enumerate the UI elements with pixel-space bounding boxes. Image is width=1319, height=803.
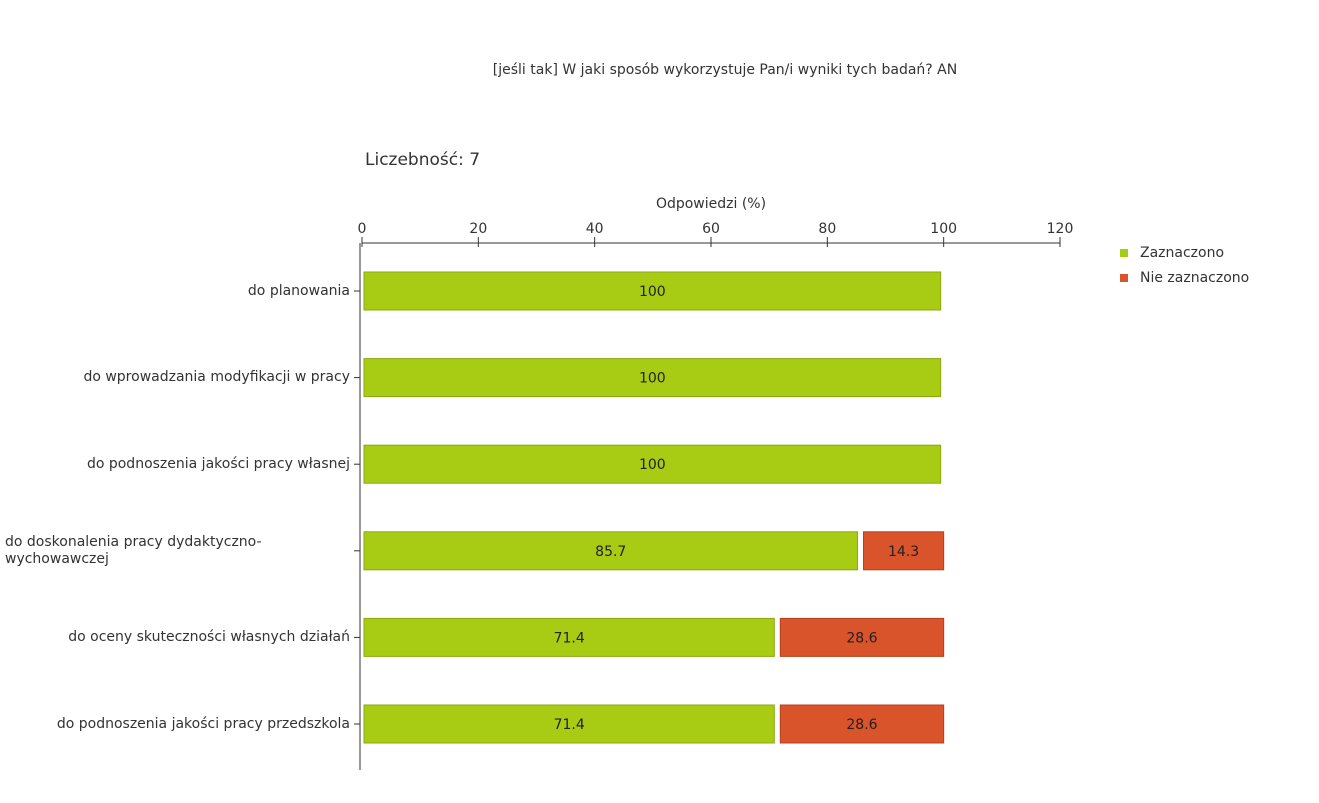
bar-label: 71.4 xyxy=(554,630,585,646)
bar xyxy=(363,617,775,657)
bar-label: 71.4 xyxy=(554,717,585,733)
bar-label: 28.6 xyxy=(846,717,877,733)
y-tick-label: do planowania xyxy=(5,261,350,321)
y-tick-text: do wprowadzania modyfikacji w pracy xyxy=(83,369,350,386)
y-tick-text: do podnoszenia jakości pracy własnej xyxy=(86,455,350,472)
y-tick-label: do podnoszenia jakości pracy własnej xyxy=(5,434,350,494)
bar xyxy=(779,617,945,657)
bar xyxy=(363,271,942,311)
bar xyxy=(779,704,945,744)
y-tick-label: do doskonalenia pracy dydaktyczno-wychow… xyxy=(5,521,350,581)
bar-label: 100 xyxy=(639,284,666,300)
x-tick-label: 40 xyxy=(586,221,604,237)
chart-title: [jeśli tak] W jaki sposób wykorzystuje P… xyxy=(493,62,957,78)
bar xyxy=(862,531,945,571)
x-tick-label: 80 xyxy=(818,221,836,237)
legend-label: Nie zaznaczono xyxy=(1140,270,1249,286)
legend-swatch xyxy=(1120,274,1128,282)
chart-subtitle: Liczebność: 7 xyxy=(365,150,480,170)
y-tick-text: do oceny skuteczności własnych działań xyxy=(68,628,350,645)
bar-label: 85.7 xyxy=(595,544,626,560)
bar xyxy=(363,704,775,744)
bar xyxy=(363,531,858,571)
y-tick-text: do podnoszenia jakości pracy przedszkola xyxy=(56,715,350,732)
bar-label: 28.6 xyxy=(846,630,877,646)
x-tick-label: 0 xyxy=(358,221,367,237)
y-tick-text: do doskonalenia pracy dydaktyczno-wychow… xyxy=(5,533,262,567)
y-tick-label: do oceny skuteczności własnych działań xyxy=(5,607,350,667)
x-tick-label: 20 xyxy=(469,221,487,237)
x-tick-label: 120 xyxy=(1047,221,1074,237)
y-tick-label: do podnoszenia jakości pracy przedszkola xyxy=(5,694,350,754)
bar-label: 100 xyxy=(639,457,666,473)
legend-label: Zaznaczono xyxy=(1140,245,1224,261)
x-tick-label: 100 xyxy=(930,221,957,237)
x-tick-label: 60 xyxy=(702,221,720,237)
x-axis-label: Odpowiedzi (%) xyxy=(656,196,766,212)
y-tick-label: do wprowadzania modyfikacji w pracy xyxy=(5,348,350,408)
y-tick-text: do planowania xyxy=(247,282,350,299)
bar xyxy=(363,358,942,398)
legend-swatch xyxy=(1120,249,1128,257)
bar-label: 14.3 xyxy=(888,544,919,560)
bar-label: 100 xyxy=(639,371,666,387)
bar xyxy=(363,444,942,484)
